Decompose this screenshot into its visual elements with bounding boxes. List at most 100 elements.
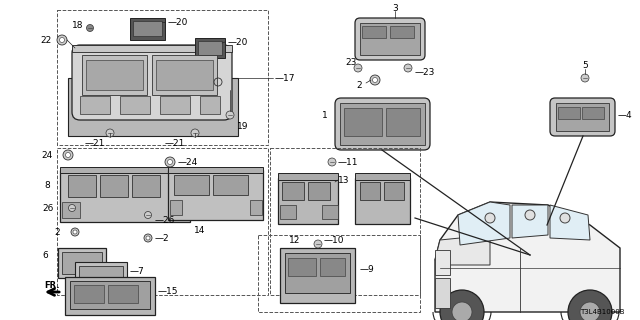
Bar [280,205,296,219]
Bar [280,248,355,303]
Bar [213,175,248,195]
Circle shape [68,204,76,212]
Circle shape [57,35,67,45]
Text: —24: —24 [178,157,198,166]
Text: 8: 8 [44,180,50,189]
Bar [270,148,420,295]
Bar [174,175,209,195]
Text: —10: —10 [324,236,344,244]
Circle shape [63,150,73,160]
Bar [168,167,263,173]
Bar [62,202,80,218]
Bar [68,175,96,197]
Bar [435,250,450,275]
Polygon shape [550,205,590,240]
Bar [62,252,102,274]
Bar [556,103,609,131]
Circle shape [354,64,362,72]
Circle shape [440,290,484,320]
FancyBboxPatch shape [550,98,615,136]
Text: —20: —20 [228,37,248,46]
Text: 5: 5 [582,60,588,69]
Circle shape [314,240,322,248]
Bar [133,21,162,36]
Bar [320,258,345,276]
Circle shape [145,212,152,219]
Text: 24: 24 [42,150,53,159]
Circle shape [372,77,378,83]
Bar [360,182,380,200]
Text: 14: 14 [195,226,205,235]
Circle shape [452,302,472,320]
Bar [170,200,182,215]
Bar [57,148,268,295]
Polygon shape [435,202,620,312]
Bar [282,182,304,200]
Bar [198,41,222,55]
Bar [308,182,330,200]
Circle shape [65,153,70,157]
Bar [435,278,450,308]
Bar [390,26,414,38]
Bar [278,178,338,224]
Bar [285,253,350,293]
Circle shape [226,111,234,119]
Bar [558,107,580,119]
Bar [108,285,138,303]
Circle shape [525,210,535,220]
Bar [355,173,410,180]
Polygon shape [72,45,232,52]
Bar [156,60,213,90]
Text: —7: —7 [130,268,145,276]
Bar [355,178,410,224]
Circle shape [404,64,412,72]
Circle shape [146,236,150,240]
Bar [340,103,425,145]
Text: —21: —21 [165,139,185,148]
Bar [80,96,110,114]
Text: 6: 6 [42,251,48,260]
FancyBboxPatch shape [355,18,425,60]
Circle shape [568,290,612,320]
Bar [384,182,404,200]
Text: 12: 12 [289,236,301,244]
Polygon shape [435,235,490,265]
Circle shape [165,157,175,167]
Bar [75,262,127,292]
Bar [152,55,217,95]
Bar [200,96,220,114]
Text: —20: —20 [168,18,188,27]
Text: —15: —15 [158,287,179,297]
Circle shape [71,228,79,236]
Text: 1: 1 [323,110,328,119]
Circle shape [144,234,152,242]
Bar [70,281,150,309]
Bar [79,266,123,288]
Text: —2: —2 [155,234,170,243]
Text: 19: 19 [237,122,248,131]
Bar [288,258,316,276]
Circle shape [485,213,495,223]
Polygon shape [458,202,510,245]
Bar [344,108,382,136]
Circle shape [581,74,589,82]
Text: 2: 2 [54,228,60,236]
Bar [258,235,420,312]
FancyBboxPatch shape [72,45,232,120]
FancyBboxPatch shape [335,98,430,150]
Polygon shape [512,205,548,238]
Text: 23: 23 [345,58,356,67]
Bar [82,55,147,95]
Text: —23: —23 [415,68,435,76]
Bar [160,96,190,114]
Bar [57,10,268,145]
Text: 2: 2 [356,81,362,90]
Text: —26: —26 [155,215,175,225]
Text: —21: —21 [85,139,105,148]
Bar [60,167,190,173]
Circle shape [560,213,570,223]
Bar [195,38,225,58]
Bar [60,170,190,222]
Text: 18: 18 [72,20,83,29]
Text: FR.: FR. [44,282,60,291]
